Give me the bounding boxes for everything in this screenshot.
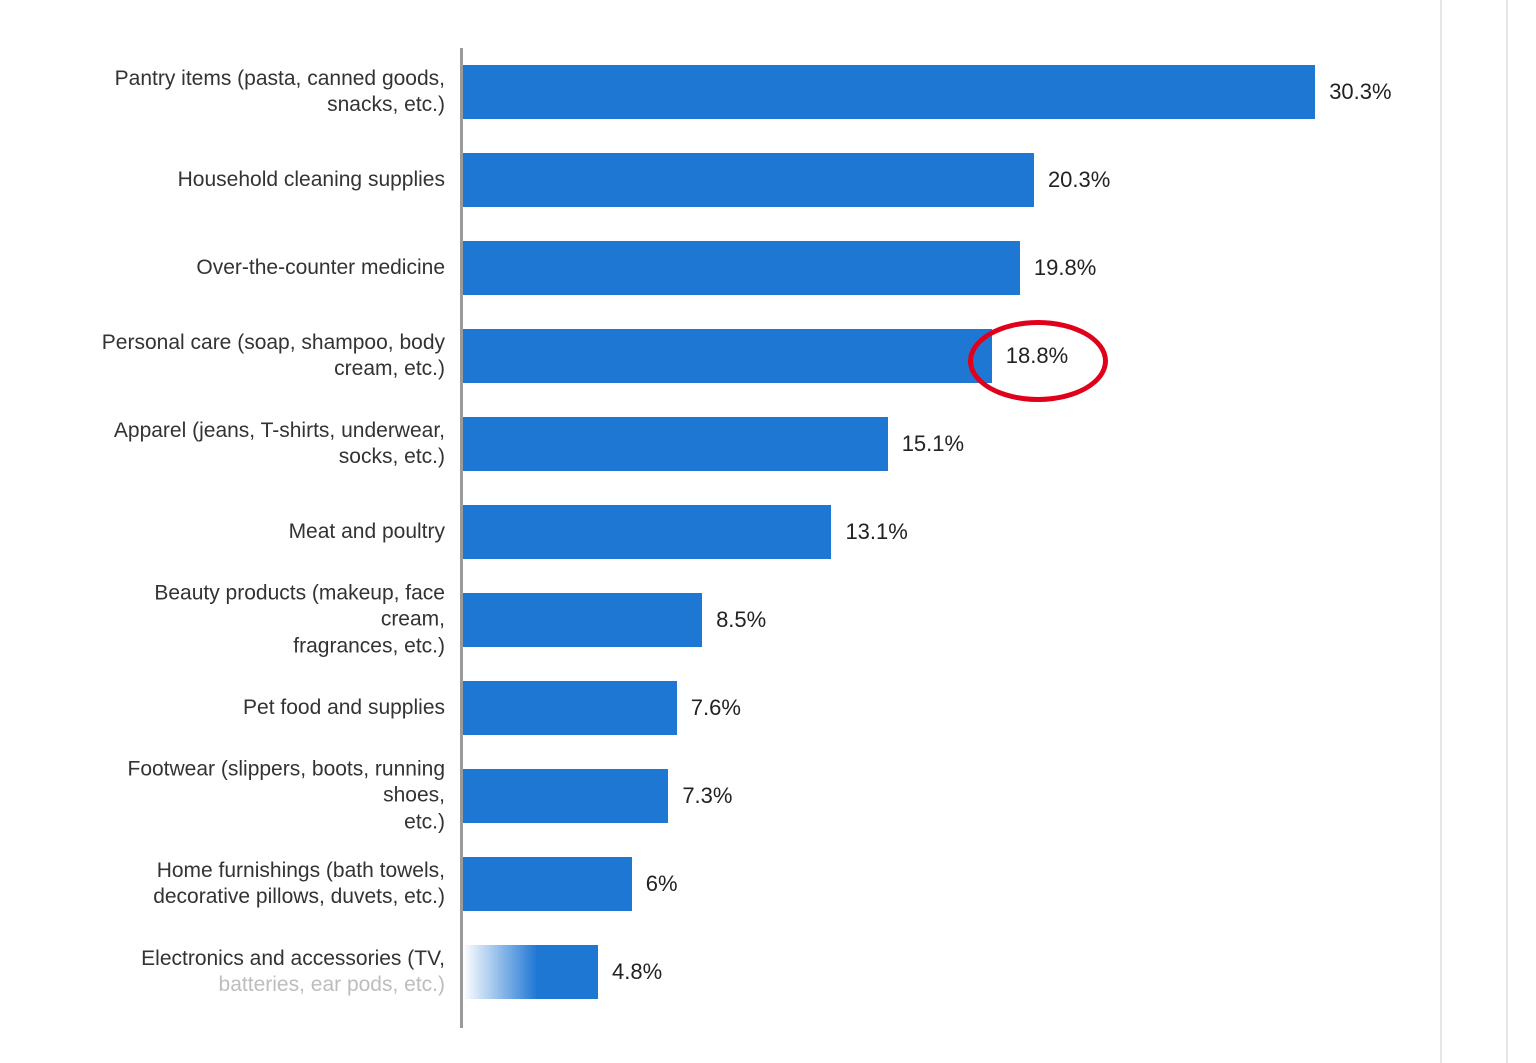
bar-row: Pantry items (pasta, canned goods, snack…	[463, 48, 1363, 136]
bar-row: Apparel (jeans, T-shirts, underwear, soc…	[463, 400, 1363, 488]
category-label: Beauty products (makeup, face cream, fra…	[85, 581, 445, 660]
value-label: 4.8%	[612, 959, 662, 985]
chart-container: Pantry items (pasta, canned goods, snack…	[0, 0, 1536, 1063]
bar	[463, 153, 1034, 207]
bar	[463, 769, 668, 823]
bar	[463, 417, 888, 471]
value-label: 8.5%	[716, 607, 766, 633]
right-guide-rule	[1440, 0, 1442, 1063]
value-label: 7.3%	[682, 783, 732, 809]
bar	[463, 505, 831, 559]
bar	[463, 857, 632, 911]
category-label: Apparel (jeans, T-shirts, underwear, soc…	[85, 418, 445, 471]
category-label: Over-the-counter medicine	[85, 255, 445, 281]
value-label: 7.6%	[691, 695, 741, 721]
bar	[463, 681, 677, 735]
bar-row: Beauty products (makeup, face cream, fra…	[463, 576, 1363, 664]
value-label: 13.1%	[845, 519, 907, 545]
value-label: 19.8%	[1034, 255, 1096, 281]
bar	[463, 945, 598, 999]
category-label: Electronics and accessories (TV,batterie…	[85, 946, 445, 999]
value-label: 15.1%	[902, 431, 964, 457]
plot-area: Pantry items (pasta, canned goods, snack…	[460, 48, 1363, 1028]
category-label: Meat and poultry	[85, 519, 445, 545]
bar	[463, 241, 1020, 295]
value-label: 6%	[646, 871, 678, 897]
category-label: Home furnishings (bath towels, decorativ…	[85, 858, 445, 911]
bar	[463, 593, 702, 647]
bar	[463, 329, 992, 383]
category-label: Household cleaning supplies	[85, 167, 445, 193]
category-label: Pantry items (pasta, canned goods, snack…	[85, 66, 445, 119]
bar-row: Home furnishings (bath towels, decorativ…	[463, 840, 1363, 928]
bar-row: Household cleaning supplies20.3%	[463, 136, 1363, 224]
bar-row: Over-the-counter medicine19.8%	[463, 224, 1363, 312]
bar-row: Personal care (soap, shampoo, body cream…	[463, 312, 1363, 400]
bar	[463, 65, 1315, 119]
category-label: Personal care (soap, shampoo, body cream…	[85, 330, 445, 383]
value-label: 20.3%	[1048, 167, 1110, 193]
value-label: 30.3%	[1329, 79, 1391, 105]
category-label: Footwear (slippers, boots, running shoes…	[85, 757, 445, 836]
bar-row: Footwear (slippers, boots, running shoes…	[463, 752, 1363, 840]
category-label: Pet food and supplies	[85, 695, 445, 721]
value-label: 18.8%	[1006, 343, 1068, 369]
bar-row: Meat and poultry13.1%	[463, 488, 1363, 576]
bar-row: Electronics and accessories (TV,batterie…	[463, 928, 1363, 1016]
bar-row: Pet food and supplies7.6%	[463, 664, 1363, 752]
right-guide-rule	[1506, 0, 1508, 1063]
